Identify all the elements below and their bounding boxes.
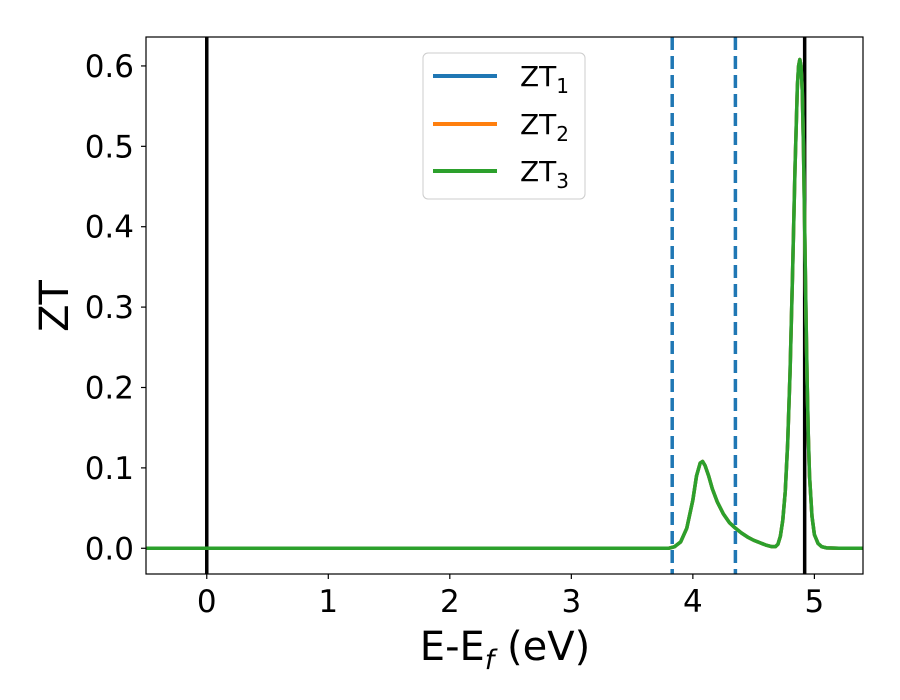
x-axis-label: E-Ef (eV) <box>420 624 590 676</box>
x-axis-label-unit: (eV) <box>494 624 590 670</box>
series-line-zt3 <box>146 57 863 551</box>
y-tick-label: 0.5 <box>85 129 134 165</box>
x-tick-label: 0 <box>197 584 217 620</box>
y-tick-label: 0.1 <box>85 451 134 487</box>
y-axis-ticks: 0.0 0.1 0.2 0.3 0.4 0.5 0.6 <box>85 49 146 567</box>
y-tick-label: 0.2 <box>85 370 134 406</box>
x-tick-label: 1 <box>318 584 338 620</box>
x-tick-label: 3 <box>561 584 581 620</box>
legend-label-zt1: ZT1 <box>520 60 569 98</box>
plot-frame <box>145 36 864 575</box>
legend-entry-zt2: ZT2 <box>433 108 569 146</box>
y-axis-label: ZT <box>32 280 78 332</box>
x-tick-label: 4 <box>683 584 703 620</box>
x-axis-label-main: E-E <box>420 624 485 670</box>
legend-box <box>422 52 586 200</box>
y-tick-label: 0.0 <box>85 531 134 567</box>
legend-entry-zt1: ZT1 <box>433 60 569 98</box>
x-tick-label: 2 <box>440 584 460 620</box>
y-tick-label: 0.4 <box>85 210 134 246</box>
x-axis-ticks: 0 1 2 3 4 5 <box>197 574 824 620</box>
series-layer <box>146 57 863 551</box>
legend-label-zt2: ZT2 <box>520 108 569 146</box>
legend-entry-zt3: ZT3 <box>433 155 569 193</box>
y-tick-label: 0.3 <box>85 290 134 326</box>
legend: ZT1 ZT2 ZT3 <box>422 52 586 200</box>
x-tick-label: 5 <box>805 584 825 620</box>
legend-label-zt3: ZT3 <box>520 155 569 193</box>
y-tick-label: 0.6 <box>85 49 134 85</box>
